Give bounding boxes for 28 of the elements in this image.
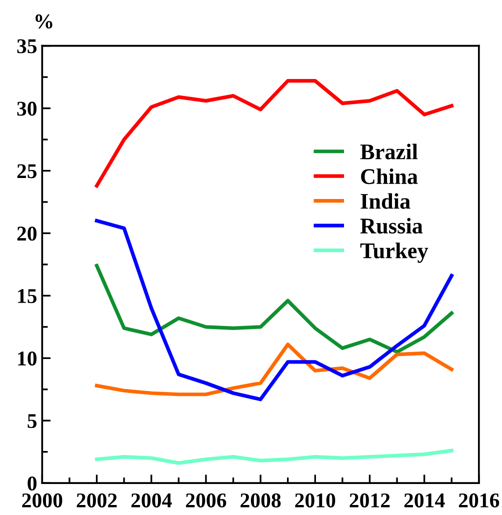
y-tick-label: 15: [18, 289, 37, 304]
line-series: [94, 264, 454, 354]
legend-label: China: [361, 168, 418, 184]
y-tick-label: 30: [17, 102, 37, 116]
y-tick-label: 35: [17, 39, 37, 54]
line-series: [94, 448, 454, 465]
x-tick-label: 2006: [186, 493, 226, 508]
x-tick-label: 2002: [76, 493, 117, 508]
line-series: [94, 218, 454, 402]
y-tick-label: 5: [28, 414, 37, 428]
x-tick-label: 2010: [295, 493, 336, 508]
x-tick-label: 2014: [404, 493, 445, 508]
y-tick-label: 0: [28, 476, 37, 491]
x-tick-label: 2016: [458, 493, 500, 508]
legend-label: India: [360, 193, 410, 209]
line-series: [94, 342, 454, 396]
x-tick-label: 2000: [22, 493, 62, 508]
legend-label: Brazil: [360, 144, 418, 160]
y-tick-label: 25: [17, 164, 37, 178]
x-tick-label: 2004: [131, 493, 172, 508]
legend-label: Turkey: [360, 242, 428, 263]
legend-label: Russia: [360, 218, 423, 234]
y-tick-label: 10: [18, 352, 37, 366]
line-series: [94, 79, 454, 188]
y-tick-label: 20: [17, 226, 37, 241]
x-tick-label: 2012: [350, 493, 390, 508]
x-tick-label: 2008: [240, 493, 281, 508]
y-axis-title: %: [36, 14, 52, 29]
